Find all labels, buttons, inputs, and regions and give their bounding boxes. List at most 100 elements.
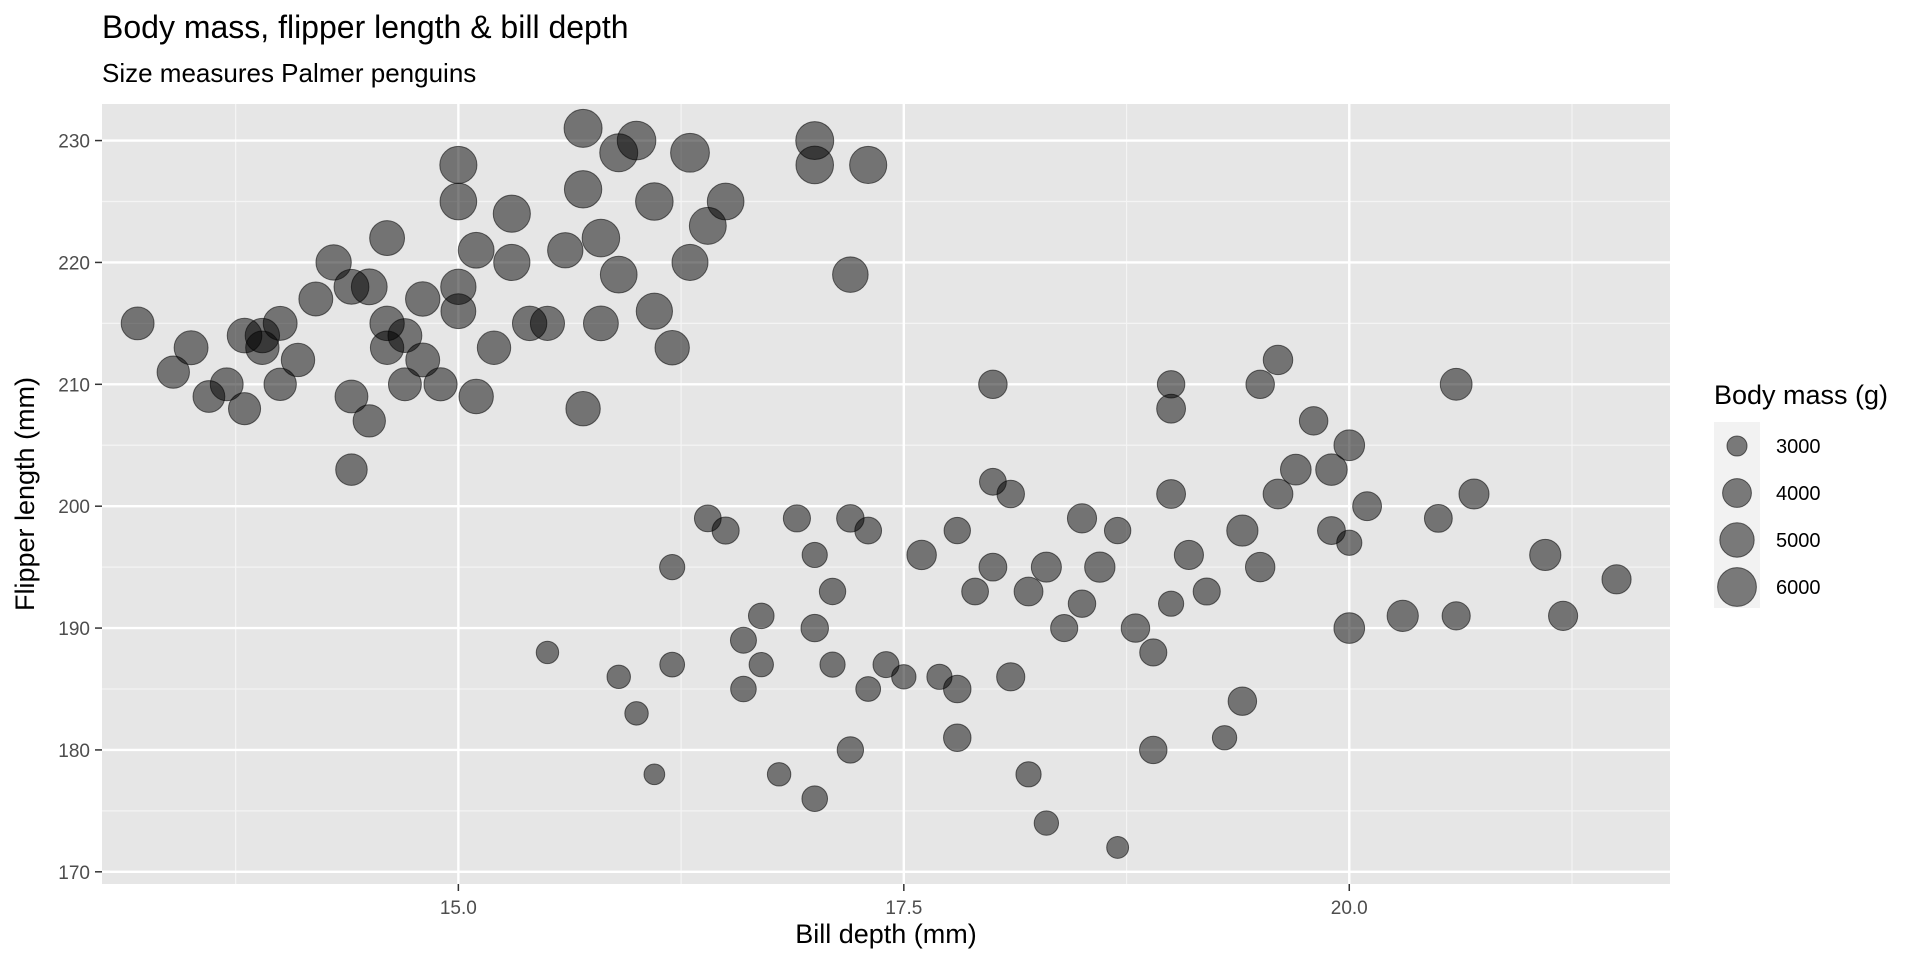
data-point xyxy=(616,120,657,161)
data-point xyxy=(1352,491,1383,522)
data-point xyxy=(832,256,869,293)
y-tick-label: 170 xyxy=(58,863,90,884)
data-point xyxy=(624,701,649,726)
data-point xyxy=(1262,478,1294,510)
data-point xyxy=(1157,590,1185,617)
data-point xyxy=(1601,564,1632,595)
data-point xyxy=(836,736,865,764)
legend-key-label: 4000 xyxy=(1776,483,1821,505)
data-point xyxy=(335,453,368,486)
data-point xyxy=(1458,478,1490,510)
data-point xyxy=(582,305,619,342)
data-point xyxy=(120,306,155,341)
data-point xyxy=(1156,393,1187,424)
data-point xyxy=(535,640,560,665)
data-point xyxy=(1173,539,1204,571)
data-point xyxy=(1298,406,1329,436)
y-tick-label: 220 xyxy=(58,253,90,274)
data-point xyxy=(298,281,334,317)
data-point xyxy=(280,342,316,378)
data-point xyxy=(440,268,477,305)
data-point xyxy=(1120,613,1151,643)
data-point xyxy=(1050,614,1079,643)
y-axis-title: Flipper length (mm) xyxy=(10,377,40,611)
data-point xyxy=(599,255,638,294)
data-point xyxy=(1156,479,1187,509)
data-point xyxy=(1245,369,1275,400)
data-point xyxy=(1439,367,1473,401)
data-point xyxy=(891,664,917,690)
y-tick-label: 180 xyxy=(58,741,90,762)
data-point xyxy=(1227,686,1258,716)
data-point xyxy=(943,516,971,545)
plot-panel xyxy=(102,104,1670,884)
data-point xyxy=(1386,599,1419,632)
y-axis-ticks: 170 180 190 200 210 220 230 xyxy=(58,132,102,884)
data-point xyxy=(748,651,774,678)
data-point xyxy=(643,763,666,786)
data-point xyxy=(352,404,386,438)
data-point xyxy=(387,367,422,402)
data-point xyxy=(818,577,847,606)
data-point xyxy=(635,292,673,330)
data-point xyxy=(1262,344,1294,376)
chart-title: Body mass, flipper length & bill depth xyxy=(102,9,629,45)
data-point xyxy=(476,330,512,365)
legend-key-circle xyxy=(1726,435,1748,457)
data-point xyxy=(563,170,603,209)
data-point xyxy=(1548,600,1579,631)
data-point xyxy=(1066,503,1098,534)
size-legend: Body mass (g) 3000 4000 5000 6000 xyxy=(1714,380,1888,608)
data-point xyxy=(906,539,937,571)
data-point xyxy=(1333,612,1366,644)
x-axis-ticks: 15.0 17.5 20.0 xyxy=(440,884,1368,919)
data-point xyxy=(800,613,829,643)
data-point xyxy=(1315,453,1348,486)
data-point xyxy=(1192,577,1221,606)
data-point xyxy=(1244,551,1276,583)
data-point xyxy=(671,243,709,281)
data-point xyxy=(405,281,441,317)
data-point xyxy=(978,552,1008,582)
x-tick-label: 20.0 xyxy=(1331,898,1368,919)
data-point xyxy=(458,378,494,415)
data-point xyxy=(439,182,478,221)
data-point xyxy=(979,467,1007,496)
data-point xyxy=(226,317,263,354)
data-point xyxy=(350,268,388,306)
data-point xyxy=(782,504,811,533)
data-point xyxy=(854,516,883,545)
data-point xyxy=(729,626,757,654)
data-point xyxy=(1013,576,1044,607)
data-point xyxy=(263,367,297,401)
data-point xyxy=(581,218,621,258)
data-point xyxy=(730,675,757,703)
data-point xyxy=(801,541,828,569)
data-point xyxy=(1106,835,1130,859)
data-point xyxy=(1279,453,1312,486)
data-point xyxy=(405,342,441,378)
data-point xyxy=(334,379,369,414)
data-point xyxy=(565,390,601,427)
data-point xyxy=(547,232,584,269)
data-point xyxy=(439,145,478,185)
y-tick-label: 200 xyxy=(58,497,90,518)
data-point xyxy=(1139,735,1168,765)
data-point xyxy=(706,182,745,221)
x-tick-label: 15.0 xyxy=(440,898,477,919)
data-point xyxy=(315,244,352,281)
data-point xyxy=(1529,538,1562,572)
data-point xyxy=(943,674,972,704)
data-point xyxy=(1084,551,1116,583)
data-point xyxy=(173,330,209,366)
data-point xyxy=(1423,503,1453,533)
data-point xyxy=(961,577,989,606)
data-point xyxy=(1033,810,1060,836)
data-point xyxy=(209,367,244,402)
data-point xyxy=(659,554,686,581)
data-point xyxy=(943,723,972,752)
legend-key-label: 6000 xyxy=(1776,577,1821,599)
data-point xyxy=(855,676,882,702)
data-point xyxy=(635,182,674,221)
